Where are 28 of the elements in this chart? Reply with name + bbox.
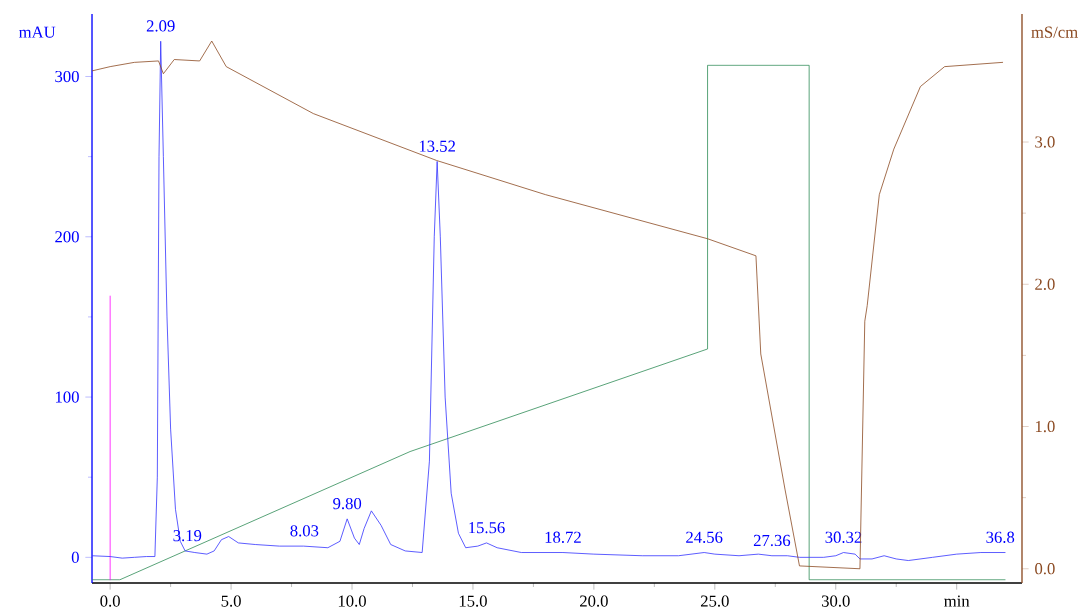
x-tick-label: 30.0 [821, 595, 850, 607]
x-tick-label: 20.0 [580, 595, 608, 607]
annotation: 3.19 [173, 530, 202, 542]
annotation: 27.36 [753, 534, 791, 547]
y2-axis-title: mS/cm [1031, 26, 1078, 38]
annotation: 8.03 [290, 525, 319, 537]
annotation: 9.80 [333, 497, 362, 510]
y2-tick-label: 3.0 [1035, 136, 1055, 148]
x-tick-label: min [944, 595, 970, 607]
x-tick-label: 0.0 [100, 595, 120, 607]
x-tick-label: 10.0 [338, 595, 366, 607]
annotation: 2.09 [146, 20, 175, 32]
annotation: 18.72 [545, 531, 581, 543]
y-tick-label: 100 [55, 391, 79, 403]
y2-tick-label: 0.0 [1035, 563, 1055, 575]
x-tick-label: 15.0 [459, 595, 487, 607]
y-tick-label: 200 [55, 231, 79, 243]
y-tick-label: 300 [55, 70, 79, 83]
x-tick-label: 5.0 [221, 595, 241, 607]
annotation: 24.56 [686, 531, 723, 543]
y2-tick-label: 1.0 [1035, 420, 1055, 433]
annotation: 13.52 [419, 140, 455, 152]
annotation: 36.8 [986, 531, 1015, 543]
y2-tick-label: 2.0 [1035, 278, 1055, 290]
y-tick-label: 0 [71, 551, 79, 563]
annotation: 15.56 [469, 522, 505, 534]
y-axis-title: mAU [18, 26, 56, 38]
x-tick-label: 25.0 [700, 595, 729, 607]
